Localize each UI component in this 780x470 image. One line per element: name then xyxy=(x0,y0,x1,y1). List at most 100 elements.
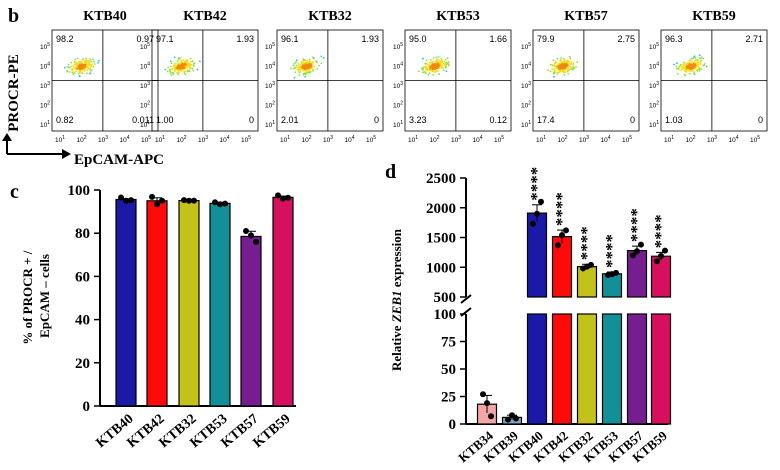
event-dot xyxy=(166,70,169,73)
event-dot xyxy=(170,74,173,77)
event-dot xyxy=(75,64,78,67)
event-dot xyxy=(554,65,557,68)
event-dot xyxy=(432,57,435,59)
event-dot xyxy=(92,65,95,68)
bar-ktb42-lower xyxy=(551,313,573,425)
event-dot xyxy=(304,76,307,78)
y-tick-label: 40 xyxy=(75,313,90,329)
quadrant-ll-value: 1.03 xyxy=(665,115,683,125)
y-tick-exponent: 3 xyxy=(47,81,50,87)
event-dot xyxy=(71,69,74,72)
event-dot xyxy=(322,57,325,59)
event-dot xyxy=(438,59,441,62)
x-tick-exponent: 1 xyxy=(415,135,418,141)
data-point xyxy=(217,201,223,208)
y-tick-label: 2500 xyxy=(426,171,456,187)
x-tick-exponent: 2 xyxy=(309,135,312,141)
quadrant-ul-value: 96.1 xyxy=(281,34,299,44)
event-dot xyxy=(79,70,81,73)
event-dot xyxy=(172,71,175,74)
bar-group-ktb53: **** xyxy=(601,234,623,425)
event-dot xyxy=(431,60,434,63)
x-tick-label: KTB59 xyxy=(251,412,294,452)
event-dot xyxy=(442,69,445,72)
data-point xyxy=(154,201,160,208)
event-dot xyxy=(73,63,76,66)
bar-ktb32-upper xyxy=(576,266,598,298)
event-dot xyxy=(181,63,184,66)
event-dot xyxy=(77,72,80,75)
x-tick-exponent: 5 xyxy=(757,135,760,141)
y-tick-label: 104 xyxy=(265,62,275,71)
event-dot xyxy=(89,58,92,60)
event-dot xyxy=(177,64,180,67)
x-tick-exponent: 4 xyxy=(352,135,355,141)
event-dot xyxy=(81,65,83,68)
event-dot xyxy=(560,57,562,60)
event-dot xyxy=(440,60,443,63)
event-dot xyxy=(435,70,438,72)
event-dot xyxy=(446,57,449,60)
event-dot xyxy=(422,66,425,69)
event-dot xyxy=(74,67,77,70)
event-dot xyxy=(572,67,575,70)
event-dot xyxy=(440,62,442,65)
y-tick-exponent: 1 xyxy=(400,120,403,126)
event-dot xyxy=(191,60,194,63)
event-dot xyxy=(438,65,440,67)
event-dot xyxy=(294,71,297,74)
panel-b-x-axis-label: EpCAM-APC xyxy=(74,152,164,168)
event-dot xyxy=(305,59,307,62)
event-dot xyxy=(437,58,439,61)
event-dot xyxy=(680,69,682,71)
quadrant-lr-value: 0 xyxy=(374,115,379,125)
bar-ktb53 xyxy=(209,202,231,407)
data-point xyxy=(123,197,129,204)
event-dot xyxy=(570,62,572,65)
event-dot xyxy=(289,67,292,70)
bar-group-ktb40: **** xyxy=(526,167,548,425)
data-point xyxy=(186,197,192,204)
event-dot xyxy=(89,68,91,71)
event-dot xyxy=(694,59,696,62)
y-tick-exponent: 2 xyxy=(528,101,531,107)
quadrant-lr-value: 0.12 xyxy=(489,115,507,125)
event-dot xyxy=(76,62,79,64)
event-dot xyxy=(90,63,92,66)
data-point xyxy=(555,242,561,249)
event-dot xyxy=(425,67,428,69)
y-tick-label: 104 xyxy=(393,62,403,71)
y-tick-label: 50 xyxy=(441,362,456,378)
flow-plot-title: KTB53 xyxy=(436,9,480,24)
y-tick-label: 103 xyxy=(265,81,275,90)
y-tick-label: 101 xyxy=(521,120,531,129)
event-dot xyxy=(559,59,562,62)
y-tick-exponent: 2 xyxy=(656,101,659,107)
event-dot xyxy=(688,64,691,67)
data-point xyxy=(248,232,254,239)
y-tick-exponent: 2 xyxy=(272,101,275,107)
event-dot xyxy=(426,63,429,65)
event-dot xyxy=(187,65,190,68)
event-dot xyxy=(556,64,559,67)
y-tick-exponent: 3 xyxy=(147,81,150,87)
event-dot xyxy=(93,60,95,63)
event-dot xyxy=(299,70,301,73)
y-tick-label: 100 xyxy=(68,183,91,199)
event-dot xyxy=(553,68,555,71)
event-dot xyxy=(695,63,698,66)
x-tick-label: 103 xyxy=(198,135,208,144)
y-tick-exponent: 4 xyxy=(147,62,150,68)
y-tick-label: 101 xyxy=(265,120,275,129)
event-dot xyxy=(98,59,100,62)
y-tick-label: 25 xyxy=(441,390,456,406)
flow-plot-ktb42: KTB42 97.1 1.93 1.00 0 101 101 102 102 103 103 104 1… xyxy=(140,9,259,144)
event-dot xyxy=(697,61,700,64)
bar-ktb57 xyxy=(240,235,262,407)
event-dot xyxy=(690,70,692,73)
significance-stars: **** xyxy=(627,208,646,242)
event-dot xyxy=(567,59,570,62)
event-dot xyxy=(553,64,555,67)
panel-c-label: c xyxy=(10,181,19,203)
event-dot xyxy=(76,57,79,60)
